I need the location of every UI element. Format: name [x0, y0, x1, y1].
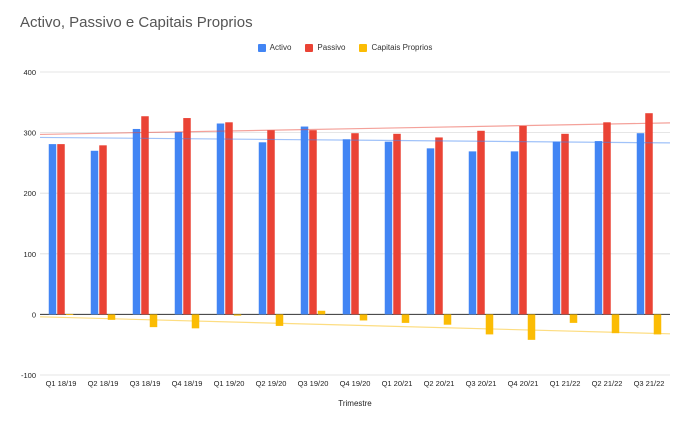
x-tick-label: Q1 19/20: [214, 379, 245, 388]
bar-capitais-proprios: [317, 310, 326, 315]
chart-title: Activo, Passivo e Capitais Proprios: [20, 14, 253, 31]
bar-activo: [132, 128, 141, 315]
x-tick-label: Q3 18/19: [130, 379, 161, 388]
bar-passivo: [435, 137, 443, 315]
x-tick-label: Q2 18/19: [88, 379, 119, 388]
x-tick-label: Q1 18/19: [46, 379, 77, 388]
x-tick-label: Q4 20/21: [508, 379, 539, 388]
bar-capitais-proprios: [569, 314, 578, 323]
bar-capitais-proprios: [443, 314, 452, 325]
legend-label: Activo: [269, 43, 292, 52]
bar-passivo: [393, 133, 401, 315]
bar-passivo: [351, 133, 359, 315]
bar-passivo: [99, 145, 107, 315]
bar-activo: [426, 148, 435, 315]
x-tick-label: Q4 18/19: [172, 379, 203, 388]
bar-capitais-proprios: [401, 314, 410, 323]
bar-passivo: [267, 130, 275, 315]
x-tick-label: Q2 20/21: [424, 379, 455, 388]
legend-swatch: [257, 43, 266, 52]
bar-activo: [174, 131, 183, 315]
legend-label: Passivo: [317, 43, 346, 52]
x-tick-label: Q2 21/22: [592, 379, 623, 388]
bar-passivo: [57, 144, 65, 315]
bar-activo: [342, 139, 351, 315]
bar-capitais-proprios: [233, 314, 242, 316]
bar-capitais-proprios: [653, 314, 662, 335]
x-tick-label: Q1 21/22: [550, 379, 581, 388]
y-tick-label: 400: [23, 68, 36, 77]
bar-passivo: [141, 116, 149, 315]
trendline-activo: [39, 136, 671, 144]
chart-legend: Activo Passivo Capitais Proprios: [0, 43, 690, 52]
bar-capitais-proprios: [65, 314, 74, 315]
y-tick-label: 200: [23, 189, 36, 198]
x-tick-label: Q1 20/21: [382, 379, 413, 388]
bar-capitais-proprios: [149, 314, 158, 328]
bar-capitais-proprios: [359, 314, 368, 321]
bar-activo: [468, 151, 477, 315]
bar-activo: [258, 142, 267, 315]
bar-capitais-proprios: [275, 314, 284, 326]
x-tick-label: Q2 19/20: [256, 379, 287, 388]
x-tick-label: Q4 19/20: [340, 379, 371, 388]
y-tick-label: 300: [23, 129, 36, 138]
bar-activo: [216, 123, 225, 315]
bar-passivo: [561, 133, 569, 315]
bar-capitais-proprios: [485, 314, 494, 335]
trendline-passivo: [39, 122, 671, 136]
legend-item: Capitais Proprios: [359, 43, 432, 52]
bar-passivo: [225, 122, 233, 315]
bar-passivo: [519, 125, 527, 315]
bar-activo: [90, 150, 99, 315]
bar-passivo: [477, 130, 485, 315]
legend-label: Capitais Proprios: [371, 43, 433, 52]
bar-passivo: [603, 122, 611, 315]
bar-passivo: [309, 130, 317, 315]
bar-activo: [552, 141, 561, 315]
x-tick-label: Q3 21/22: [634, 379, 665, 388]
legend-swatch: [359, 43, 368, 52]
bar-passivo: [645, 113, 653, 315]
bar-activo: [48, 144, 57, 315]
bar-capitais-proprios: [611, 314, 620, 334]
x-tick-label: Q3 20/21: [466, 379, 497, 388]
x-tick-label: Q3 19/20: [298, 379, 329, 388]
x-axis-title: Trimestre: [338, 399, 372, 408]
legend-item: Passivo: [305, 43, 345, 52]
bar-activo: [384, 141, 393, 315]
bar-passivo: [183, 118, 191, 315]
trendline-capitais-proprios: [39, 316, 671, 335]
bar-capitais-proprios: [107, 314, 116, 320]
legend-item: Activo: [257, 43, 292, 52]
y-tick-label: 0: [32, 310, 36, 319]
bar-activo: [636, 133, 645, 315]
bar-capitais-proprios: [527, 314, 536, 340]
bar-activo: [510, 151, 519, 315]
y-tick-label: 100: [23, 250, 36, 259]
bar-activo: [594, 141, 603, 315]
legend-swatch: [305, 43, 314, 52]
y-tick-label: -100: [21, 371, 36, 380]
bar-activo: [300, 126, 309, 315]
